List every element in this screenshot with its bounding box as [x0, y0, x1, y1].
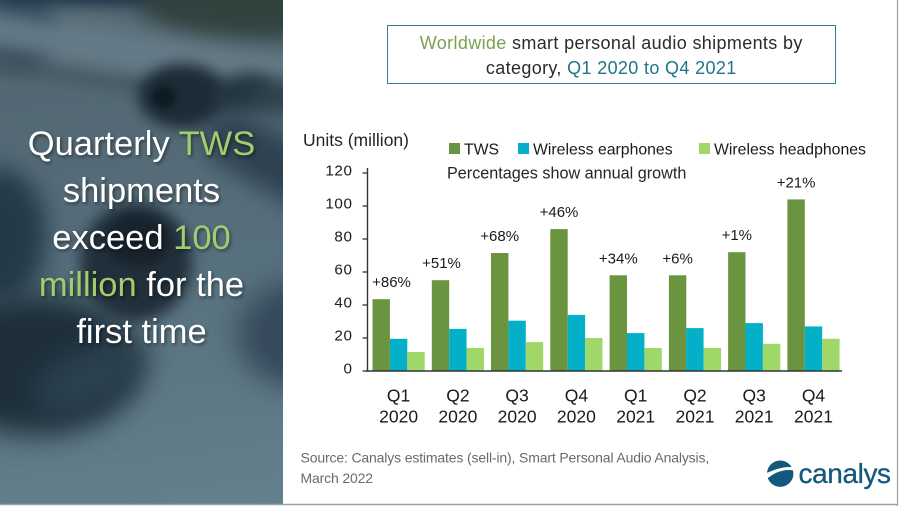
svg-text:0: 0 [343, 360, 352, 377]
svg-text:40: 40 [334, 294, 352, 311]
svg-text:+86%: +86% [372, 274, 411, 291]
svg-text:120: 120 [325, 162, 352, 179]
svg-text:+46%: +46% [540, 204, 579, 221]
svg-text:+68%: +68% [480, 228, 519, 245]
svg-text:2021: 2021 [616, 407, 655, 427]
svg-text:+34%: +34% [599, 250, 638, 267]
svg-text:+1%: +1% [722, 227, 752, 244]
svg-text:Percentages show annual growth: Percentages show annual growth [447, 165, 686, 183]
svg-text:+6%: +6% [662, 250, 692, 267]
svg-text:Q1: Q1 [624, 386, 647, 406]
svg-text:Units (million): Units (million) [303, 130, 409, 150]
svg-text:2020: 2020 [379, 407, 418, 427]
svg-text:Q1: Q1 [387, 386, 410, 406]
svg-text:2021: 2021 [735, 407, 774, 427]
svg-text:Q4: Q4 [565, 386, 589, 406]
svg-text:2021: 2021 [676, 407, 715, 427]
svg-text:100: 100 [325, 195, 352, 212]
svg-text:20: 20 [334, 327, 352, 344]
svg-text:Q3: Q3 [505, 386, 528, 406]
svg-text:Q2: Q2 [683, 386, 706, 406]
svg-text:Q3: Q3 [743, 386, 766, 406]
svg-text:Wireless headphones: Wireless headphones [714, 141, 866, 158]
svg-text:2020: 2020 [438, 407, 477, 427]
svg-text:2020: 2020 [557, 407, 596, 427]
svg-text:80: 80 [334, 228, 352, 245]
svg-text:+51%: +51% [422, 255, 461, 272]
svg-text:60: 60 [334, 261, 352, 278]
svg-text:Source: Canalys estimates (sel: Source: Canalys estimates (sell-in), Sma… [301, 450, 710, 466]
svg-text:TWS: TWS [464, 141, 499, 158]
svg-text:+21%: +21% [777, 174, 816, 191]
svg-text:canalys: canalys [799, 458, 891, 489]
svg-text:2021: 2021 [794, 407, 833, 427]
svg-text:Q4: Q4 [802, 386, 826, 406]
svg-text:2020: 2020 [498, 407, 537, 427]
svg-text:Q2: Q2 [446, 386, 469, 406]
svg-text:March 2022: March 2022 [301, 470, 374, 486]
svg-text:Wireless earphones: Wireless earphones [533, 141, 673, 158]
